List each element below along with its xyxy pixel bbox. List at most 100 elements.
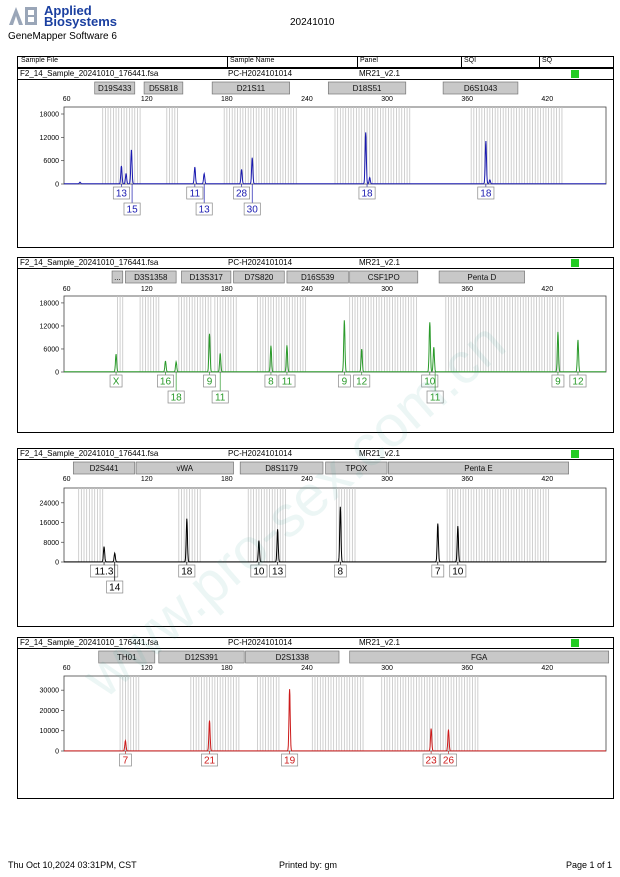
allele-call-box (440, 753, 457, 767)
y-tick-label: 10000 (40, 728, 60, 735)
allele-call-label: 18 (181, 567, 193, 578)
allele-call-box (203, 374, 216, 388)
plot-area (63, 675, 607, 752)
x-tick-label: 180 (221, 286, 233, 293)
allele-call-label: 18 (480, 189, 492, 200)
sample-file: F2_14_Sample_20241010_176441.fsa (20, 449, 159, 458)
allele-call-label: 23 (426, 756, 438, 767)
allele-call-label: 10 (452, 567, 464, 578)
allele-call-box (106, 580, 124, 594)
x-tick-label: 240 (301, 665, 313, 672)
allele-call-box (569, 374, 587, 388)
x-tick-label: 120 (141, 96, 153, 103)
allele-call-label: 11 (190, 189, 201, 200)
allele-call-label: 11.3 (95, 567, 114, 578)
allele-call-box (337, 374, 351, 388)
y-tick-label: 12000 (40, 135, 60, 142)
allele-call-label: 19 (284, 756, 296, 767)
col-sample-name: Sample Name (230, 57, 275, 64)
marker-box (125, 270, 177, 284)
allele-call-label: 11 (215, 393, 226, 404)
marker-label: CSF1PO (368, 273, 400, 282)
x-tick-label: 240 (301, 96, 313, 103)
allele-call-box (353, 374, 371, 388)
x-tick-label: 300 (381, 96, 393, 103)
allele-call-label: 26 (443, 756, 455, 767)
allele-call-label: 12 (356, 377, 368, 388)
sample-name: PC-H2024101014 (228, 258, 293, 267)
allele-call-box (233, 186, 251, 200)
x-tick-label: 420 (541, 665, 553, 672)
allele-call-label: 12 (572, 377, 584, 388)
allele-call-box (112, 186, 130, 200)
col-divider (539, 57, 540, 67)
allele-call-label: 15 (127, 205, 139, 216)
marker-label: TPOX (345, 464, 367, 473)
allele-call-box (269, 564, 287, 578)
col-divider (461, 57, 462, 67)
allele-call-label: 18 (171, 393, 183, 404)
print-timestamp: Thu Oct 10,2024 03:31PM, CST (8, 860, 137, 870)
sample-file: F2_14_Sample_20241010_176441.fsa (20, 258, 159, 267)
y-tick-label: 0 (55, 560, 59, 567)
marker-label: D2S441 (90, 464, 119, 473)
allele-call-box (431, 564, 445, 578)
allele-call-label: 30 (247, 205, 259, 216)
col-divider (227, 57, 228, 67)
x-tick-label: 360 (461, 286, 473, 293)
allele-call-label: 11 (430, 393, 441, 404)
marker-label: TH01 (117, 653, 137, 662)
signal-trace (64, 506, 606, 563)
allele-call-box (157, 374, 174, 388)
marker-box (135, 461, 234, 475)
allele-call-box (211, 390, 229, 404)
x-tick-label: 60 (63, 96, 71, 103)
x-tick-label: 300 (381, 286, 393, 293)
allele-call-label: 10 (424, 377, 436, 388)
marker-box (233, 270, 285, 284)
software-name: GeneMapper Software 6 (8, 31, 117, 42)
x-tick-label: 300 (381, 665, 393, 672)
brand-name-line2: Biosystems (44, 14, 117, 29)
sample-name: PC-H2024101014 (228, 638, 293, 647)
signal-trace (64, 132, 606, 185)
allele-call-box (333, 564, 347, 578)
electropherogram-panel-green: F2_14_Sample_20241010_176441.fsa PC-H202… (17, 257, 614, 433)
x-tick-label: 360 (461, 476, 473, 483)
marker-box (327, 81, 407, 95)
x-tick-label: 60 (63, 665, 71, 672)
sample-quality-indicator (571, 639, 579, 647)
marker-box (349, 270, 419, 284)
y-tick-label: 20000 (40, 708, 60, 715)
plot-area (63, 487, 607, 563)
panel-name: MR21_v2.1 (359, 638, 400, 647)
allele-call-box (195, 202, 213, 216)
electropherogram-green: ... D3S1358 D13S317 D7S820 D16S539 CSF1PO Pent… (40, 270, 607, 404)
sample-file: F2_14_Sample_20241010_176441.fsa (20, 638, 159, 647)
allele-call-label: 21 (204, 756, 216, 767)
col-sqi: SQI (464, 57, 477, 64)
allele-call-box (123, 202, 141, 216)
allele-call-box (422, 753, 440, 767)
allele-call-box (426, 390, 444, 404)
marker-box (349, 650, 610, 664)
marker-box (158, 650, 245, 664)
marker-label: D8S1179 (265, 464, 298, 473)
x-tick-label: 360 (461, 96, 473, 103)
x-tick-label: 360 (461, 665, 473, 672)
allele-call-label: 28 (236, 189, 248, 200)
x-tick-label: 420 (541, 96, 553, 103)
col-sample-file: Sample File (21, 57, 58, 64)
allele-call-box (186, 186, 204, 200)
marker-label: D21S11 (237, 84, 266, 93)
x-tick-label: 420 (541, 476, 553, 483)
marker-box (72, 461, 136, 475)
brand-name-line1: Applied (44, 3, 92, 18)
sample-quality-indicator (571, 450, 579, 458)
col-panel: Panel (360, 57, 378, 64)
allele-call-label: 8 (268, 377, 274, 388)
allele-call-label: 8 (338, 567, 344, 578)
x-tick-label: 60 (63, 476, 71, 483)
allele-call-label: 9 (342, 377, 348, 388)
allele-call-label: 9 (555, 377, 561, 388)
